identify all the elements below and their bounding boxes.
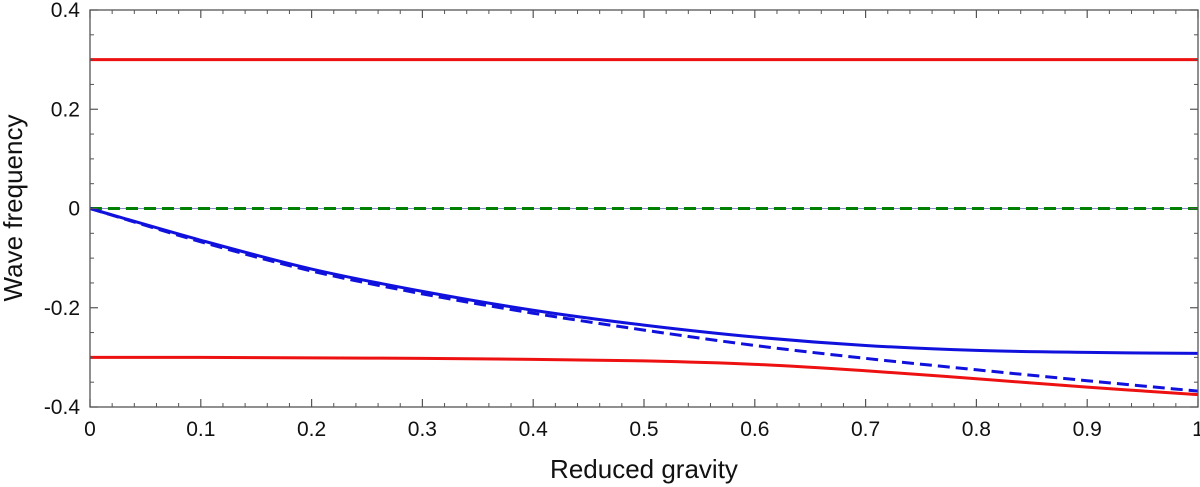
y-tick-label: 0.4 — [51, 0, 81, 22]
x-tick-label: 0.1 — [186, 418, 215, 441]
y-tick-label: 0.2 — [51, 98, 80, 121]
x-tick-label: 0.7 — [851, 418, 880, 441]
tick-layer: 0 0.1 0.2 0.3 0.4 0.5 0.6 0.7 0.8 0.9 1 -0.4 -0.2 0 0.… — [44, 0, 1200, 441]
series-layer — [89, 58, 1199, 397]
x-tick-label: 0 — [84, 418, 96, 441]
x-axis-label: Reduced gravity — [550, 454, 738, 484]
series-line-red-lower — [89, 355, 1199, 397]
x-tick-label: 1 — [1192, 418, 1200, 441]
x-tick-label: 0.3 — [408, 418, 437, 441]
x-tick-label: 0.4 — [519, 418, 549, 441]
y-tick-label: 0 — [68, 198, 80, 221]
x-tick-label: 0.9 — [1073, 418, 1102, 441]
x-tick-label: 0.5 — [629, 418, 658, 441]
x-tick-label: 0.8 — [962, 418, 991, 441]
series-line-blue-dashed — [89, 207, 1199, 393]
series-line-blue-solid — [89, 207, 1199, 355]
x-tick-label: 0.6 — [740, 418, 769, 441]
x-tick-label: 0.2 — [297, 418, 326, 441]
y-tick-label: -0.4 — [44, 396, 81, 419]
y-tick-label: -0.2 — [44, 297, 80, 320]
y-axis-label: Wave frequency — [0, 115, 28, 302]
